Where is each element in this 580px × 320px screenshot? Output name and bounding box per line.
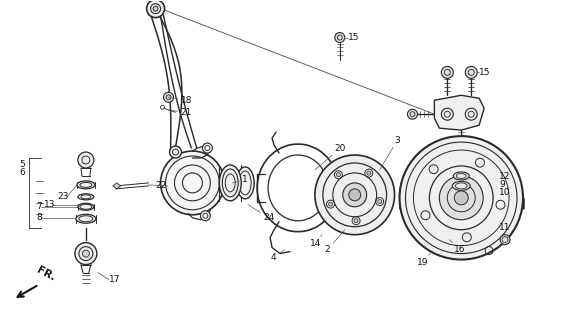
Circle shape: [408, 109, 418, 119]
Circle shape: [169, 146, 182, 158]
Text: 8: 8: [36, 213, 42, 222]
Ellipse shape: [78, 203, 94, 210]
Circle shape: [441, 67, 454, 78]
Text: 10: 10: [499, 188, 510, 197]
Text: 9: 9: [499, 180, 505, 189]
Circle shape: [161, 151, 224, 215]
Ellipse shape: [76, 214, 96, 223]
Ellipse shape: [77, 181, 95, 189]
Text: 11: 11: [499, 223, 510, 232]
Text: 1: 1: [232, 175, 248, 184]
Text: 18: 18: [169, 96, 192, 105]
Text: 21: 21: [169, 108, 192, 117]
Text: 14: 14: [310, 235, 322, 248]
Polygon shape: [113, 183, 121, 189]
Text: 22: 22: [155, 181, 167, 190]
Text: FR.: FR.: [35, 265, 57, 283]
Text: 13: 13: [44, 200, 56, 209]
Circle shape: [82, 250, 89, 257]
Text: 19: 19: [418, 252, 432, 267]
Ellipse shape: [219, 165, 241, 201]
Circle shape: [78, 152, 94, 168]
Circle shape: [465, 67, 477, 78]
Text: 17: 17: [109, 275, 120, 284]
Ellipse shape: [452, 181, 470, 190]
Circle shape: [166, 95, 171, 100]
Circle shape: [441, 108, 454, 120]
Circle shape: [367, 171, 371, 175]
Text: 23: 23: [57, 192, 68, 201]
Circle shape: [75, 243, 97, 265]
Circle shape: [147, 0, 165, 18]
Circle shape: [354, 219, 358, 223]
Circle shape: [153, 6, 158, 11]
Circle shape: [378, 200, 382, 204]
Circle shape: [202, 143, 212, 153]
Circle shape: [439, 176, 483, 220]
Ellipse shape: [236, 167, 254, 199]
Text: 2: 2: [325, 230, 345, 254]
Circle shape: [164, 92, 173, 102]
Text: 15: 15: [348, 33, 359, 42]
Circle shape: [335, 33, 345, 43]
Circle shape: [336, 173, 340, 177]
Circle shape: [343, 183, 367, 207]
Circle shape: [500, 235, 510, 244]
Circle shape: [201, 211, 211, 221]
Text: 20: 20: [315, 144, 346, 170]
Text: 4: 4: [270, 250, 285, 262]
Circle shape: [465, 108, 477, 120]
Ellipse shape: [454, 172, 469, 180]
Polygon shape: [434, 95, 484, 130]
Circle shape: [349, 189, 361, 201]
Text: 5: 5: [19, 160, 25, 170]
Text: 16: 16: [450, 240, 466, 254]
Circle shape: [328, 202, 332, 206]
Text: 12: 12: [499, 172, 510, 181]
Text: 15: 15: [479, 68, 491, 77]
Text: 3: 3: [379, 136, 400, 170]
Text: 6: 6: [19, 168, 25, 178]
Circle shape: [315, 155, 394, 235]
Text: 7: 7: [36, 202, 42, 211]
Circle shape: [400, 136, 523, 260]
Text: 24: 24: [248, 205, 274, 222]
Circle shape: [454, 191, 468, 205]
